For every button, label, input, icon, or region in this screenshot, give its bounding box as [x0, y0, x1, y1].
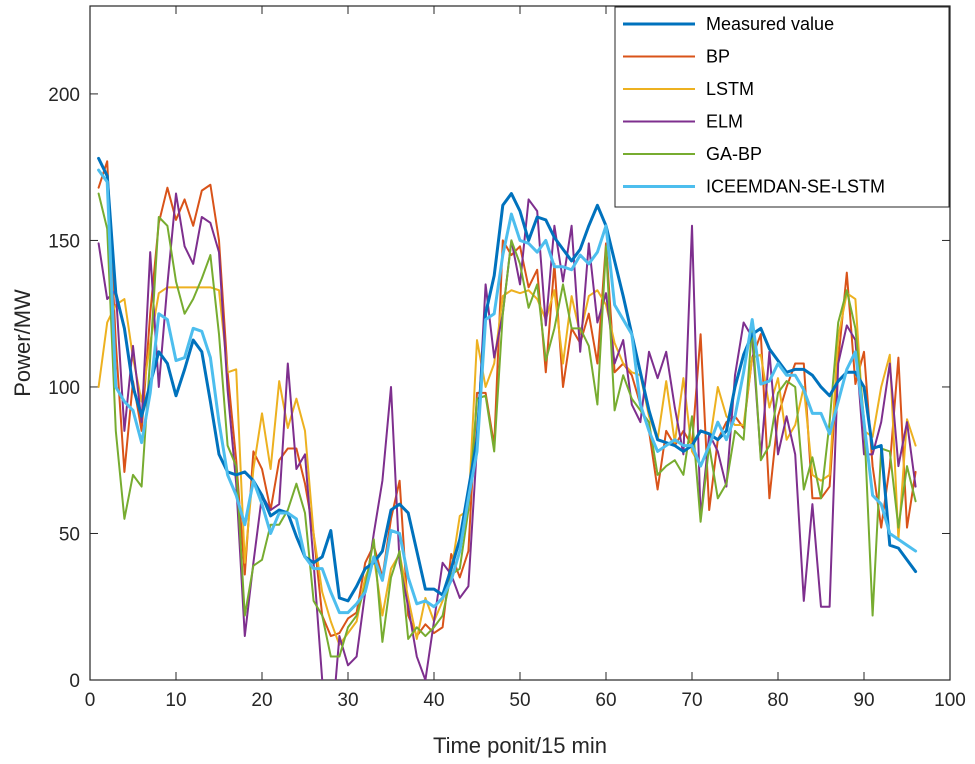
x-tick-label: 90: [853, 690, 874, 711]
x-tick-label: 100: [934, 690, 966, 711]
x-tick-label: 80: [767, 690, 788, 711]
y-tick-label: 200: [48, 85, 80, 106]
series-line-ga-bp: [97, 192, 917, 658]
y-tick-label: 50: [59, 524, 80, 545]
y-tick-label: 0: [69, 671, 80, 692]
x-axis-label: Time ponit/15 min: [433, 733, 607, 758]
legend-label: LSTM: [706, 79, 754, 99]
legend-label: ELM: [706, 112, 743, 132]
y-tick-label: 150: [48, 231, 80, 252]
legend-box: [614, 6, 950, 208]
axis-ticks: 0 10 20 30 40 50 60 70 80 90 100 0 50 100 150 200: [48, 6, 966, 711]
x-tick-label: 40: [423, 690, 444, 711]
legend-label: GA-BP: [706, 144, 762, 164]
y-tick-label: 100: [48, 378, 80, 399]
legend-label: Measured value: [706, 14, 834, 34]
series-line-bp: [97, 160, 917, 638]
series-layer: [97, 156, 918, 680]
y-axis-label: Power/MW: [10, 289, 35, 397]
x-tick-label: 30: [337, 690, 358, 711]
x-tick-label: 60: [595, 690, 616, 711]
series-line-lstm: [97, 286, 917, 646]
x-tick-label: 0: [85, 690, 96, 711]
series-line-measured-value: [97, 156, 918, 603]
series-line-iceemdan-se-lstm: [97, 168, 918, 615]
x-tick-label: 50: [509, 690, 530, 711]
legend-label: BP: [706, 47, 730, 67]
legend-label: ICEEMDAN-SE-LSTM: [706, 177, 885, 197]
legend: Measured value BP LSTM ELM GA-BP ICEEMDAN-SE-…: [614, 6, 950, 208]
x-tick-label: 20: [251, 690, 272, 711]
x-tick-label: 10: [165, 690, 186, 711]
x-tick-label: 70: [681, 690, 702, 711]
